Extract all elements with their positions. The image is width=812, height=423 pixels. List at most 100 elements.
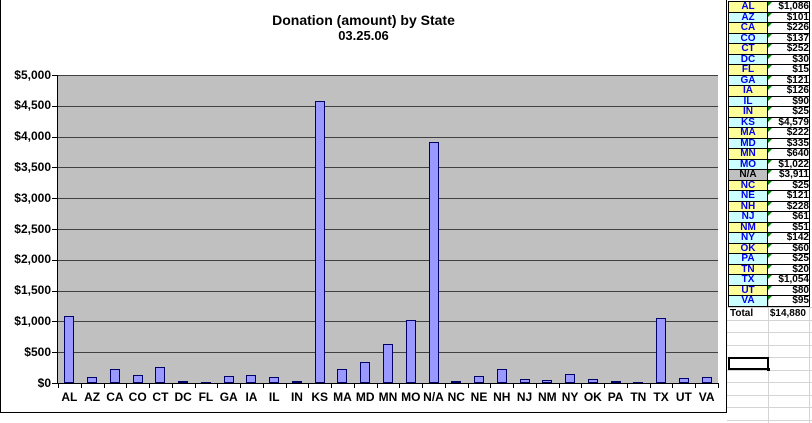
amount-cell[interactable]: $90	[767, 95, 810, 107]
amount-cell[interactable]: $80	[767, 284, 810, 296]
x-axis-label: NH	[493, 390, 511, 404]
y-axis-tick	[52, 198, 57, 200]
table-row: IN $25	[728, 106, 810, 118]
amount-cell[interactable]: $25	[767, 253, 810, 265]
amount-cell[interactable]: $252	[767, 43, 810, 55]
y-axis-label: $4,000	[14, 129, 51, 144]
amount-cell[interactable]: $142	[767, 232, 810, 244]
amount-cell[interactable]: $1,022	[767, 158, 810, 170]
state-cell[interactable]: PA	[728, 253, 768, 265]
state-cell[interactable]: CO	[728, 32, 768, 44]
amount-cell[interactable]: $51	[767, 221, 810, 233]
table-row: CA $226	[728, 22, 810, 34]
amount-cell[interactable]: $30	[767, 53, 810, 65]
worksheet-grid: AL $1,086 AZ $101 CA $226 CO $137 CT $252 DC $30 FL $…	[727, 0, 812, 423]
y-axis-tick	[52, 136, 57, 138]
amount-cell[interactable]: $121	[767, 74, 810, 86]
amount-cell[interactable]: $1,054	[767, 274, 810, 286]
amount-cell[interactable]: $126	[767, 85, 810, 97]
y-axis-label: $5,000	[14, 67, 51, 82]
state-cell[interactable]: GA	[728, 74, 768, 86]
table-row: PA $25	[728, 253, 810, 265]
state-cell[interactable]: IL	[728, 95, 768, 107]
x-axis-tick	[581, 384, 583, 388]
donation-chart-object[interactable]: Donation (amount) by State 03.25.06 $0 $5…	[0, 0, 727, 413]
state-cell[interactable]: OK	[728, 242, 768, 254]
amount-cell[interactable]: $1,086	[767, 1, 810, 13]
amount-cell[interactable]: $60	[767, 242, 810, 254]
amount-cell[interactable]: $4,579	[767, 116, 810, 128]
x-axis-label: DC	[174, 390, 192, 404]
state-cell[interactable]: MO	[728, 158, 768, 170]
state-cell[interactable]: CT	[728, 43, 768, 55]
state-cell[interactable]: IN	[728, 106, 768, 118]
state-cell[interactable]: NE	[728, 190, 768, 202]
state-cell[interactable]: KS	[728, 116, 768, 128]
x-axis-tick	[353, 384, 355, 388]
sheet-gridline	[727, 344, 812, 346]
state-cell[interactable]: DC	[728, 53, 768, 65]
cell-corner-indicator-icon	[768, 159, 772, 164]
amount-cell[interactable]: $15	[767, 64, 810, 76]
state-cell[interactable]: MN	[728, 148, 768, 160]
chart-bar	[678, 378, 689, 383]
state-cell[interactable]: MA	[728, 127, 768, 139]
x-axis-tick	[672, 384, 674, 388]
fill-handle[interactable]	[767, 368, 770, 371]
x-axis-label: MO	[401, 390, 421, 404]
state-cell[interactable]: AZ	[728, 11, 768, 23]
state-cell[interactable]: NH	[728, 200, 768, 212]
plot-gridline	[58, 136, 718, 138]
x-axis-label: IA	[245, 390, 258, 404]
state-cell[interactable]: UT	[728, 284, 768, 296]
state-cell[interactable]: TX	[728, 274, 768, 286]
x-axis-label: KS	[311, 390, 329, 404]
amount-cell[interactable]: $3,911	[767, 169, 810, 181]
chart-bar	[360, 362, 371, 383]
chart-bar	[132, 375, 143, 383]
amount-cell[interactable]: $61	[767, 211, 810, 223]
cell-corner-indicator-icon	[768, 128, 772, 132]
state-cell[interactable]: AL	[728, 1, 768, 13]
y-axis-label: $1,000	[14, 313, 51, 328]
amount-cell[interactable]: $640	[767, 148, 810, 160]
state-cell[interactable]: FL	[728, 64, 768, 76]
x-axis-tick	[80, 384, 82, 388]
x-axis-tick	[376, 384, 378, 388]
total-label-cell[interactable]: Total	[730, 308, 754, 319]
sheet-gridline	[727, 357, 812, 358]
state-cell[interactable]: NC	[728, 179, 768, 191]
x-axis-tick	[331, 384, 333, 388]
amount-cell[interactable]: $222	[767, 127, 810, 139]
chart-bar	[87, 377, 98, 383]
amount-cell[interactable]: $25	[767, 179, 810, 191]
amount-cell[interactable]: $25	[767, 106, 810, 118]
selected-cell[interactable]	[728, 357, 770, 371]
state-cell[interactable]: NY	[728, 232, 768, 244]
x-axis-tick	[103, 384, 105, 388]
sheet-gridline	[727, 382, 812, 383]
state-cell[interactable]: VA	[728, 295, 768, 307]
amount-cell[interactable]: $121	[767, 190, 810, 202]
y-axis-line	[57, 75, 58, 384]
plot-gridline	[58, 229, 718, 230]
amount-cell[interactable]: $228	[767, 200, 810, 212]
amount-cell[interactable]: $137	[767, 32, 810, 44]
x-axis-label: NM	[537, 390, 557, 404]
amount-cell[interactable]: $101	[767, 11, 810, 23]
amount-cell[interactable]: $335	[767, 137, 810, 149]
amount-cell[interactable]: $226	[767, 22, 810, 34]
state-cell[interactable]: NJ	[728, 211, 768, 223]
state-cell[interactable]: N/A	[728, 169, 768, 181]
amount-cell[interactable]: $20	[767, 263, 810, 275]
state-cell[interactable]: IA	[728, 85, 768, 97]
state-cell[interactable]: CA	[728, 22, 768, 34]
state-cell[interactable]: TN	[728, 263, 768, 275]
y-axis-label: $3,000	[14, 190, 51, 205]
total-value-cell[interactable]: $14,880	[769, 308, 806, 319]
y-axis-label: $2,000	[14, 252, 51, 267]
amount-cell[interactable]: $95	[767, 295, 810, 307]
x-axis-tick	[718, 384, 719, 388]
state-cell[interactable]: NM	[728, 221, 768, 233]
state-cell[interactable]: MD	[728, 137, 768, 149]
